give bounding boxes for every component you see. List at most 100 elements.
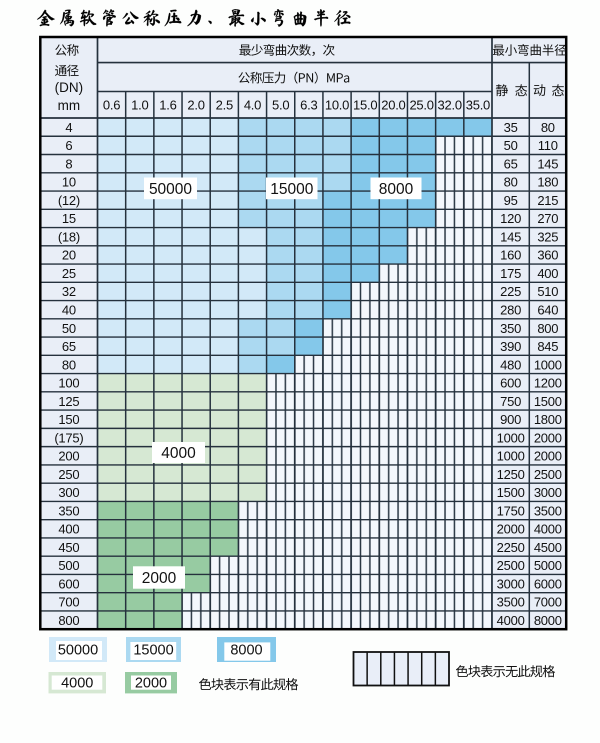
svg-text:4000: 4000 bbox=[497, 613, 525, 628]
svg-text:225: 225 bbox=[500, 284, 521, 299]
svg-text:6: 6 bbox=[65, 138, 72, 153]
svg-text:40: 40 bbox=[62, 303, 76, 318]
svg-text:145: 145 bbox=[500, 230, 521, 245]
svg-text:3500: 3500 bbox=[534, 503, 562, 518]
svg-text:3500: 3500 bbox=[497, 595, 525, 610]
svg-text:0.6: 0.6 bbox=[103, 98, 120, 113]
svg-text:390: 390 bbox=[500, 339, 521, 354]
svg-text:80: 80 bbox=[62, 357, 76, 372]
svg-text:8000: 8000 bbox=[379, 181, 414, 198]
svg-text:1.6: 1.6 bbox=[159, 98, 176, 113]
svg-text:110: 110 bbox=[538, 138, 558, 153]
svg-text:10.0: 10.0 bbox=[325, 98, 349, 113]
svg-text:50: 50 bbox=[62, 321, 76, 336]
svg-text:25: 25 bbox=[62, 266, 76, 281]
svg-text:350: 350 bbox=[58, 503, 79, 518]
svg-text:mm: mm bbox=[58, 98, 81, 113]
svg-text:65: 65 bbox=[62, 339, 76, 354]
svg-text:8: 8 bbox=[65, 156, 72, 171]
svg-text:80: 80 bbox=[541, 120, 555, 135]
svg-text:2250: 2250 bbox=[497, 540, 525, 555]
svg-text:80: 80 bbox=[504, 175, 518, 190]
svg-text:35: 35 bbox=[504, 120, 518, 135]
svg-text:600: 600 bbox=[58, 576, 79, 591]
svg-text:120: 120 bbox=[500, 211, 521, 226]
svg-text:1750: 1750 bbox=[497, 503, 525, 518]
svg-text:640: 640 bbox=[537, 303, 558, 318]
svg-text:1.0: 1.0 bbox=[131, 98, 148, 113]
svg-text:2000: 2000 bbox=[534, 430, 562, 445]
svg-text:125: 125 bbox=[58, 394, 79, 409]
svg-text:270: 270 bbox=[537, 211, 558, 226]
svg-text:2000: 2000 bbox=[534, 449, 562, 464]
svg-text:175: 175 bbox=[500, 266, 521, 281]
svg-text:20: 20 bbox=[62, 248, 76, 263]
svg-text:50: 50 bbox=[504, 138, 518, 153]
svg-text:845: 845 bbox=[537, 339, 558, 354]
svg-text:15.0: 15.0 bbox=[353, 98, 377, 113]
svg-text:2000: 2000 bbox=[142, 570, 177, 587]
svg-text:50000: 50000 bbox=[149, 181, 192, 198]
svg-text:3000: 3000 bbox=[497, 576, 525, 591]
svg-text:2.0: 2.0 bbox=[187, 98, 204, 113]
svg-text:360: 360 bbox=[537, 248, 558, 263]
svg-text:600: 600 bbox=[500, 376, 521, 391]
svg-text:32.0: 32.0 bbox=[438, 98, 462, 113]
svg-text:250: 250 bbox=[58, 467, 79, 482]
svg-text:1500: 1500 bbox=[534, 394, 562, 409]
svg-text:215: 215 bbox=[537, 193, 558, 208]
svg-text:700: 700 bbox=[58, 595, 79, 610]
svg-text:1200: 1200 bbox=[534, 376, 562, 391]
svg-text:6000: 6000 bbox=[534, 576, 562, 591]
svg-text:10: 10 bbox=[62, 175, 76, 190]
svg-text:400: 400 bbox=[58, 522, 79, 537]
svg-text:450: 450 bbox=[58, 540, 79, 555]
svg-text:4500: 4500 bbox=[534, 540, 562, 555]
svg-text:65: 65 bbox=[504, 156, 518, 171]
svg-text:800: 800 bbox=[58, 613, 79, 628]
svg-text:510: 510 bbox=[537, 284, 558, 299]
svg-text:300: 300 bbox=[58, 485, 79, 500]
svg-text:1250: 1250 bbox=[497, 467, 525, 482]
svg-text:2000: 2000 bbox=[497, 522, 525, 537]
svg-text:280: 280 bbox=[500, 303, 521, 318]
svg-text:4: 4 bbox=[65, 120, 72, 135]
svg-text:20.0: 20.0 bbox=[381, 98, 405, 113]
svg-text:4000: 4000 bbox=[61, 676, 93, 692]
svg-text:4.0: 4.0 bbox=[244, 98, 261, 113]
svg-text:325: 325 bbox=[537, 230, 558, 245]
svg-text:15000: 15000 bbox=[270, 181, 313, 198]
svg-text:1000: 1000 bbox=[497, 449, 525, 464]
svg-text:160: 160 bbox=[500, 248, 521, 263]
svg-text:1500: 1500 bbox=[497, 485, 525, 500]
svg-text:180: 180 bbox=[537, 175, 558, 190]
svg-text:2500: 2500 bbox=[497, 558, 525, 573]
svg-text:(18): (18) bbox=[58, 230, 80, 245]
svg-text:750: 750 bbox=[500, 394, 521, 409]
svg-text:400: 400 bbox=[537, 266, 558, 281]
svg-text:3000: 3000 bbox=[534, 485, 562, 500]
svg-text:150: 150 bbox=[58, 412, 79, 427]
svg-text:1000: 1000 bbox=[497, 430, 525, 445]
svg-text:2.5: 2.5 bbox=[216, 98, 233, 113]
svg-text:900: 900 bbox=[500, 412, 521, 427]
svg-text:100: 100 bbox=[58, 376, 79, 391]
svg-text:35.0: 35.0 bbox=[466, 98, 490, 113]
svg-text:15000: 15000 bbox=[133, 643, 173, 659]
svg-text:350: 350 bbox=[500, 321, 521, 336]
svg-text:25.0: 25.0 bbox=[409, 98, 433, 113]
svg-text:5.0: 5.0 bbox=[272, 98, 289, 113]
svg-text:200: 200 bbox=[58, 449, 79, 464]
svg-text:480: 480 bbox=[500, 357, 521, 372]
svg-text:1800: 1800 bbox=[534, 412, 562, 427]
svg-text:8000: 8000 bbox=[230, 643, 262, 659]
svg-text:15: 15 bbox=[62, 211, 76, 226]
svg-text:1000: 1000 bbox=[534, 357, 562, 372]
svg-text:8000: 8000 bbox=[534, 613, 562, 628]
svg-text:500: 500 bbox=[58, 558, 79, 573]
svg-text:50000: 50000 bbox=[58, 643, 98, 659]
svg-text:(175): (175) bbox=[54, 430, 83, 445]
svg-text:2000: 2000 bbox=[135, 676, 167, 692]
svg-text:(DN): (DN) bbox=[55, 80, 84, 95]
svg-text:800: 800 bbox=[537, 321, 558, 336]
